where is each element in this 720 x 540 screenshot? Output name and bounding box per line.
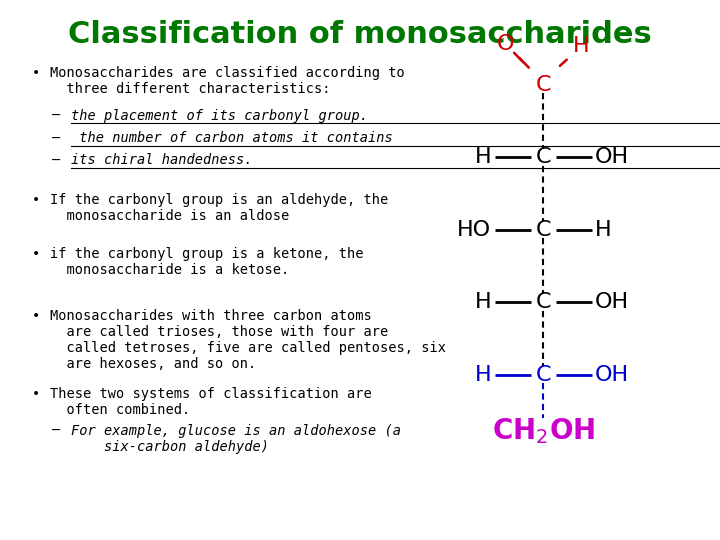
- Text: C: C: [536, 220, 551, 240]
- Text: –: –: [53, 424, 60, 438]
- Text: If the carbonyl group is an aldehyde, the
  monosaccharide is an aldose: If the carbonyl group is an aldehyde, th…: [50, 193, 389, 224]
- Text: •: •: [32, 309, 40, 323]
- Text: For example, glucose is an aldohexose (a
    six-carbon aldehyde): For example, glucose is an aldohexose (a…: [71, 424, 401, 454]
- Text: if the carbonyl group is a ketone, the
  monosaccharide is a ketose.: if the carbonyl group is a ketone, the m…: [50, 247, 364, 277]
- Text: OH: OH: [595, 364, 629, 385]
- Text: C: C: [536, 147, 551, 167]
- Text: CH$_2$OH: CH$_2$OH: [492, 416, 595, 446]
- Text: C: C: [536, 364, 551, 385]
- Text: •: •: [32, 387, 40, 401]
- Text: –: –: [53, 131, 60, 145]
- Text: H: H: [595, 220, 612, 240]
- Text: Monosaccharides with three carbon atoms
  are called trioses, those with four ar: Monosaccharides with three carbon atoms …: [50, 309, 446, 372]
- Text: •: •: [32, 193, 40, 207]
- Text: Classification of monosaccharides: Classification of monosaccharides: [68, 20, 652, 49]
- Text: •: •: [32, 66, 40, 80]
- Text: H: H: [474, 147, 491, 167]
- Text: –: –: [53, 153, 60, 167]
- Text: OH: OH: [595, 147, 629, 167]
- Text: •: •: [32, 247, 40, 261]
- Text: C: C: [536, 75, 551, 94]
- Text: the placement of its carbonyl group.: the placement of its carbonyl group.: [71, 109, 368, 123]
- Text: Monosaccharides are classified according to
  three different characteristics:: Monosaccharides are classified according…: [50, 66, 405, 96]
- Text: H: H: [474, 364, 491, 385]
- Text: HO: HO: [457, 220, 491, 240]
- Text: C: C: [536, 292, 551, 312]
- Text: –: –: [53, 109, 60, 123]
- Text: the number of carbon atoms it contains: the number of carbon atoms it contains: [71, 131, 392, 145]
- Text: These two systems of classification are
  often combined.: These two systems of classification are …: [50, 387, 372, 417]
- Text: H: H: [474, 292, 491, 312]
- Text: H: H: [573, 36, 590, 56]
- Text: OH: OH: [595, 292, 629, 312]
- Text: its chiral handedness.: its chiral handedness.: [71, 153, 253, 167]
- Text: O: O: [497, 35, 514, 55]
